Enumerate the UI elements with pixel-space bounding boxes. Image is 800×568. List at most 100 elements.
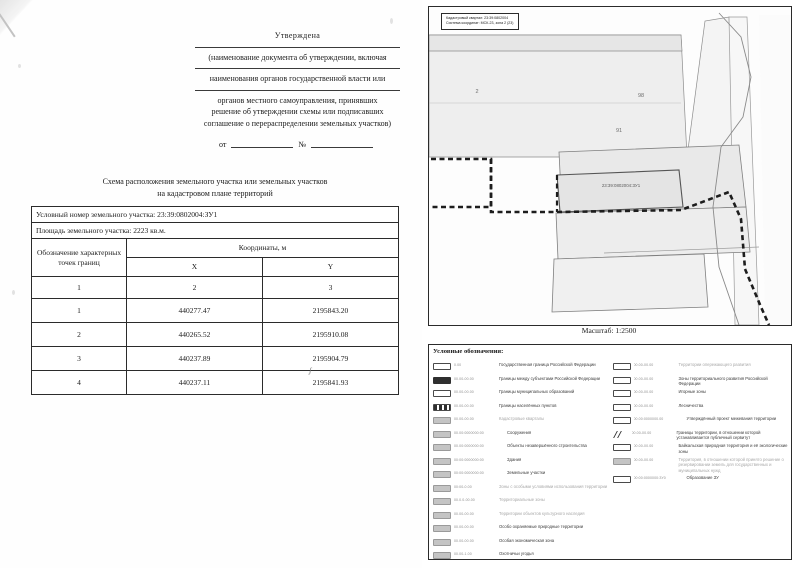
legend-item-code: 0.00 (454, 363, 462, 367)
table-header-row-1: Обозначение характерных точек границ Коо… (30, 237, 399, 278)
coordinates-table: Условный номер земельного участка: 23:39… (30, 206, 400, 396)
table-column-number-row: 1 2 3 (30, 276, 400, 300)
number-blank-field[interactable] (311, 139, 374, 148)
svg-text:23:39:0802004:ЗУ1: 23:39:0802004:ЗУ1 (602, 183, 641, 188)
legend-item-code: 00.00:0000000.00 (633, 417, 664, 421)
legend-item-code: 00.00-00.00 (454, 525, 474, 529)
legend-panel: Условные обозначения: 0.00 Государственна… (428, 344, 792, 560)
point-y: 2195841.93 (261, 370, 400, 396)
legend-item-label: Границы населённых пунктов (499, 402, 557, 408)
cadastral-map[interactable]: 2 98 91 23:39:0802004:ЗУ1 Кадастровый кв… (428, 6, 792, 326)
document-title-line-1: Схема расположения земельного участка ил… (102, 177, 328, 186)
legend-swatch-icon (612, 417, 631, 424)
legend-item-code: 00.00-00.00 (633, 390, 654, 394)
date-blank-field[interactable] (231, 139, 294, 148)
legend-item-code: 00.00-00.00 (454, 376, 474, 381)
legend-item: 00:00-0.00 Зоны с особыми условиями испол… (433, 484, 609, 496)
column-number-1: 1 (30, 276, 128, 300)
legend-title: Условные обозначения: (433, 348, 504, 355)
column-number-3: 3 (261, 276, 400, 300)
legend-swatch-icon (433, 471, 451, 478)
legend-item: 00:00:0000000:00 Здания (433, 457, 609, 469)
legend-columns: 0.00 Государственная граница Российской Ф… (433, 362, 789, 559)
legend-swatch-icon (433, 498, 451, 505)
legend-swatch-icon (612, 457, 631, 465)
legend-item: 00.00-00.00 Границы муниципальных образов… (433, 389, 609, 401)
legend-item: 00.00-1.00 Охотничьи угодья (433, 551, 609, 563)
area-cell: Площадь земельного участка: 2223 кв.м. (31, 222, 399, 239)
legend-swatch-icon (433, 390, 451, 397)
legend-item: 00.00:0000000.00 Утверждённый проект меже… (612, 416, 789, 428)
table-row-conditional-number: Условный номер земельного участка: 23:39… (31, 206, 399, 223)
legend-item-code: 00.00-1.00 (454, 552, 472, 556)
point-designation: 1 (30, 298, 128, 324)
legend-item: 00.00-00.00 Байкальская природная террито… (612, 443, 789, 455)
legend-item-code: 00.00-00.00 (633, 444, 654, 448)
legend-item-code: 00.00-00.00 (633, 403, 654, 408)
legend-swatch-icon (433, 444, 451, 451)
legend-swatch-icon (433, 363, 451, 370)
legend-item: 00.00:0000000:00 Объекты незавершённого с… (433, 443, 609, 455)
coordinate-system-label: Система координат: МСК-23, зона 2 (23) (446, 21, 514, 26)
legend-item: 00.00-00.00 Игорные зоны (612, 389, 789, 401)
table-row: 4 440237.11 2195841.93 (30, 370, 400, 396)
table-row: 3 440237.89 2195904.79 (30, 346, 400, 372)
legend-swatch-icon (433, 417, 451, 424)
legend-item-label: Кадастровые кварталы (499, 416, 545, 421)
cadastral-block-label: Кадастровый квартал: 23:39:0802004 (446, 16, 509, 20)
legend-swatch-icon (433, 511, 451, 519)
legend-item-label: Особо охраняемые природные территории (499, 524, 584, 529)
legend-item-code: 00.00-00.00 (454, 390, 474, 394)
legend-item: 00.00-00.00 Зоны территориального развити… (612, 376, 789, 388)
legend-swatch-icon (612, 403, 631, 411)
legend-item-label: Утверждённый проект межевания территории (686, 416, 777, 421)
legend-item-label: Зоны с особыми условиями использования т… (499, 483, 608, 489)
header-x: X (126, 257, 263, 278)
map-vector-layer: 2 98 91 23:39:0802004:ЗУ1 (429, 7, 791, 325)
legend-item-code: 00.00-00.00 (633, 363, 654, 367)
legend-item: 00.00-00.00 Особо охраняемые природные те… (433, 524, 609, 536)
legend-item-label: Игорные зоны (678, 389, 706, 394)
legend-item-code: 00.00-00.00 (633, 457, 654, 462)
scale-divider (428, 325, 790, 326)
scan-speck (390, 18, 393, 24)
legend-item-label: Здания (507, 456, 522, 462)
legend-item: 0.00 Государственная граница Российской Ф… (433, 362, 609, 374)
legend-item-label: Государственная граница Российской Федер… (499, 362, 596, 367)
cadastral-info-box: Кадастровый квартал: 23:39:0802004 Систе… (441, 13, 519, 30)
approval-rule-3 (195, 89, 400, 91)
legend-swatch-icon (433, 457, 451, 465)
column-number-2: 2 (126, 276, 263, 300)
legend-item-label: Границы муниципальных образований (499, 389, 575, 394)
conditional-number-cell: Условный номер земельного участка: 23:39… (31, 206, 399, 223)
legend-item-code: 00:00:0000000:00 (454, 457, 484, 462)
legend-item: 00:00:0000000:ЗУ0 Образование ЗУ (612, 474, 789, 487)
scan-artifact-corner (0, 0, 37, 41)
from-label: от (218, 139, 227, 149)
approval-date-number-line: от № (195, 139, 400, 151)
legend-item: 00:00:0000000:00 Земельные участки (433, 470, 609, 482)
document-title: Схема расположения земельного участка ил… (60, 176, 370, 200)
table-row: 2 440265.52 2195910.08 (30, 322, 400, 348)
point-y: 2195910.08 (261, 322, 400, 348)
legend-item-code: 00.00-00.00 (454, 511, 474, 516)
table-row-area: Площадь земельного участка: 2223 кв.м. (31, 222, 399, 239)
table-header-row-2: X Y (32, 257, 400, 278)
approval-caption-2: наименования органов государственной вла… (209, 74, 386, 84)
legend-swatch-icon (433, 525, 451, 532)
point-x: 440237.89 (126, 346, 263, 372)
legend-swatch-icon (433, 430, 451, 438)
legend-item-code: 00:00:0000000:ЗУ0 (633, 475, 666, 480)
approval-heading: Утверждена (274, 31, 321, 40)
point-designation: 3 (30, 346, 128, 372)
legend-item-label: Образование ЗУ (686, 474, 719, 480)
legend-item-code: 00.00-00.00 (454, 417, 474, 421)
number-label: № (298, 139, 307, 149)
legend-item-label: Территории опережающего развития (678, 362, 751, 367)
legend-item-label: Сооружения (507, 429, 532, 435)
legend-item: 00.00-00.00 Лесничества (612, 403, 789, 415)
approval-caption-4: решение об утверждении схемы или подписа… (211, 107, 384, 117)
legend-item-code: 00.00:0000000:00 (454, 430, 484, 435)
header-y: Y (261, 257, 400, 278)
